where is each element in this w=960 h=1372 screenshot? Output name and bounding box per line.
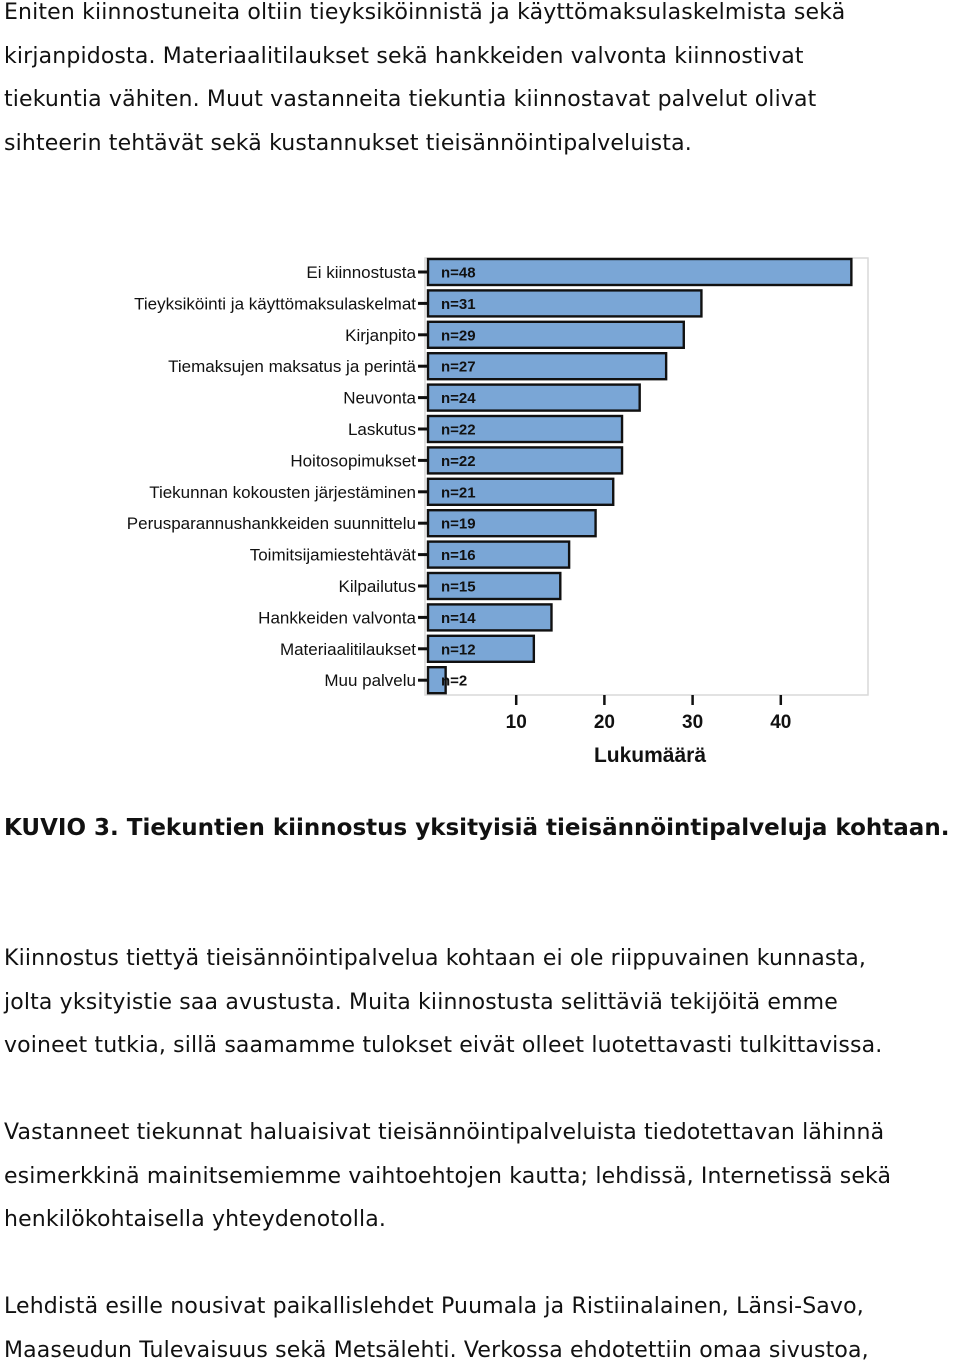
x-axis-title: Lukumäärä [594, 744, 706, 767]
intro-paragraph: Eniten kiinnostuneita oltiin tieyksiköin… [4, 0, 960, 165]
category-label: Tiemaksujen maksatus ja perintä [168, 357, 416, 376]
text-line: esimerkkinä mainitsemiemme vaihtoehtojen… [4, 1155, 960, 1199]
category-label: Laskutus [348, 420, 416, 439]
bar-chart: n=48 n=31 n=29 n=27 n=24 n=22 n=22 n=21 n=19 n=16… [0, 250, 960, 780]
x-axis: 10 20 30 40 [506, 695, 792, 733]
x-tick-label: 20 [594, 712, 615, 733]
text-line: Vastanneet tiekunnat haluaisivat tieisän… [4, 1111, 960, 1155]
figure-caption: KUVIO 3. Tiekuntien kiinnostus yksityisi… [4, 806, 954, 850]
text-line: sihteerin tehtävät sekä kustannukset tie… [4, 122, 960, 166]
bar-value-label: n=14 [441, 610, 476, 627]
text-line: Kiinnostus tiettyä tieisännöintipalvelua… [4, 937, 960, 981]
x-tick-label: 10 [506, 712, 527, 733]
bar-value-label: n=31 [441, 296, 476, 313]
bar-value-label: n=12 [441, 641, 476, 658]
category-label: Muu palvelu [324, 671, 416, 690]
category-label: Tiekunnan kokousten järjestäminen [149, 483, 416, 502]
x-tick-label: 40 [770, 712, 791, 733]
bar-value-label: n=19 [441, 516, 476, 533]
category-label: Hoitosopimukset [290, 451, 416, 470]
category-label: Ei kiinnostusta [306, 263, 416, 282]
category-label: Perusparannushankkeiden suunnittelu [127, 514, 416, 533]
bar-value-label: n=24 [441, 390, 476, 407]
bar-value-label: n=15 [441, 579, 476, 596]
text-line: kirjanpidosta. Materiaalitilaukset sekä … [4, 35, 960, 79]
bar [428, 259, 851, 285]
bar-value-label: n=22 [441, 453, 476, 470]
paragraph-interest: Kiinnostus tiettyä tieisännöintipalvelua… [4, 937, 960, 1068]
bar-value-label: n=48 [441, 265, 476, 282]
bar-value-label: n=16 [441, 547, 476, 564]
category-labels: Ei kiinnostusta Tieyksiköinti ja käyttöma… [127, 263, 428, 690]
text-line: Eniten kiinnostuneita oltiin tieyksiköin… [4, 0, 960, 35]
category-label: Materiaalitilaukset [280, 640, 416, 659]
category-label: Kirjanpito [345, 326, 416, 345]
bar-value-label: n=2 [441, 673, 467, 690]
bar-value-label: n=27 [441, 359, 476, 376]
bar-value-label: n=22 [441, 422, 476, 439]
category-label: Kilpailutus [339, 577, 417, 596]
category-label: Neuvonta [343, 389, 416, 408]
paragraph-information: Vastanneet tiekunnat haluaisivat tieisän… [4, 1111, 960, 1242]
text-line: voineet tutkia, sillä saamamme tulokset … [4, 1024, 960, 1068]
category-label: Hankkeiden valvonta [258, 608, 416, 627]
text-line: henkilökohtaisella yhteydenotolla. [4, 1198, 960, 1242]
text-line: Maaseudun Tulevaisuus sekä Metsälehti. V… [4, 1329, 960, 1372]
text-line: tiekuntia vähiten. Muut vastanneita tiek… [4, 78, 960, 122]
category-label: Toimitsijamiestehtävät [250, 546, 417, 565]
paragraph-newspapers: Lehdistä esille nousivat paikallislehdet… [4, 1285, 960, 1372]
bar-value-label: n=29 [441, 327, 476, 344]
category-label: Tieyksiköinti ja käyttömaksulaskelmat [134, 294, 416, 313]
text-line: jolta yksityistie saa avustusta. Muita k… [4, 981, 960, 1025]
x-tick-label: 30 [682, 712, 703, 733]
text-line: Lehdistä esille nousivat paikallislehdet… [4, 1285, 960, 1329]
bar-value-label: n=21 [441, 484, 476, 501]
